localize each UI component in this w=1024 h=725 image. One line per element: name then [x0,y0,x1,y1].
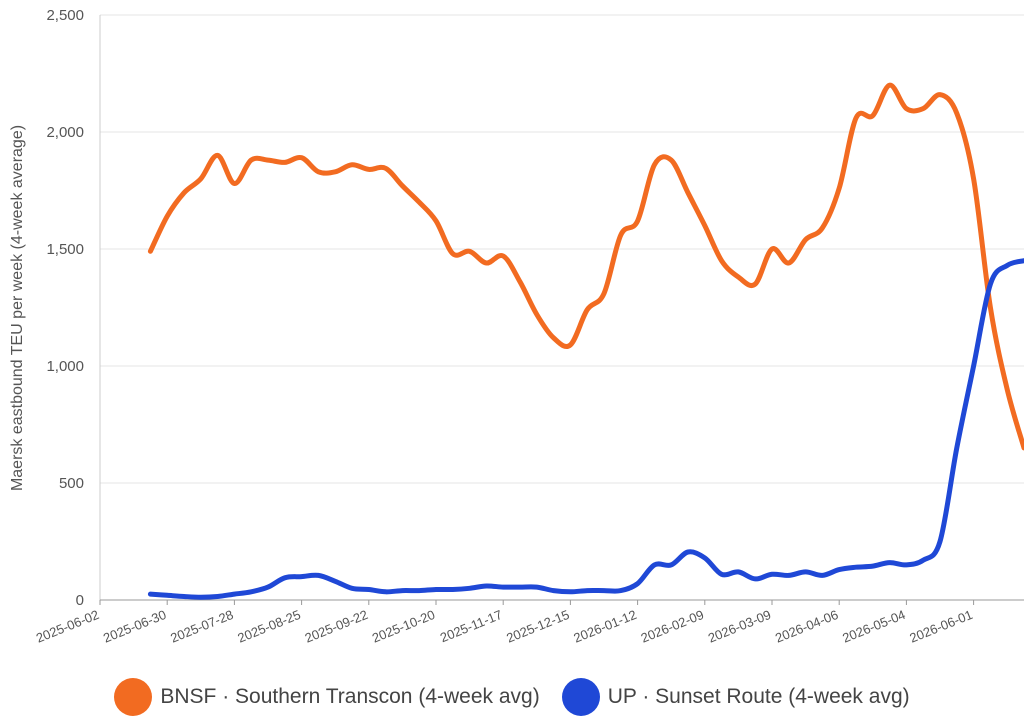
x-tick-labels: 2025-06-02 2025-06-30 2025-07-28 2025-08-25… [34,600,975,646]
x-tick-label: 2026-02-09 [639,607,706,646]
y-tick-label: 500 [59,475,84,492]
x-tick-label: 2025-10-20 [370,607,437,646]
series-line-0 [147,82,1024,451]
legend: BNSF · Southern Transcon (4-week avg) UP… [0,672,1024,722]
legend-item-up[interactable]: UP · Sunset Route (4-week avg) [561,678,910,716]
x-tick-label: 2025-09-22 [303,607,370,646]
x-tick-label: 2025-06-02 [34,607,101,646]
x-tick-label: 2026-01-12 [571,607,638,646]
y-tick-label: 2,500 [46,7,84,24]
x-tick-label: 2026-05-04 [840,607,907,646]
x-tick-label: 2026-03-09 [706,607,773,646]
legend-label-up: UP · Sunset Route (4-week avg) [607,685,910,708]
x-tick-label: 2026-04-06 [773,607,840,646]
y-tick-label: 2,000 [46,124,84,141]
grid-lines [100,14,1024,484]
series-lines [147,82,1024,600]
x-tick-label: 2025-06-30 [101,607,168,646]
y-tick-label: 1,500 [46,241,84,258]
x-tick-label: 2025-12-15 [504,607,571,646]
x-tick-label: 2026-06-01 [907,607,974,646]
x-tick-label: 2025-07-28 [168,607,235,646]
y-axis-label: Maersk eastbound TEU per week (4-week av… [9,125,26,491]
x-tick-label: 2025-08-25 [235,607,302,646]
axes [99,15,1024,601]
legend-label-bnsf: BNSF · Southern Transcon (4-week avg) [160,685,540,708]
legend-item-bnsf[interactable]: BNSF · Southern Transcon (4-week avg) [114,678,540,716]
y-tick-label: 1,000 [46,358,84,375]
legend-swatch-bnsf [114,678,153,716]
legend-swatch-up [561,678,600,716]
y-tick-label: 0 [76,592,84,609]
y-tick-labels: 0 500 1,000 1,500 2,000 2,500 [46,7,84,609]
series-line-1 [147,258,1024,600]
x-tick-label: 2025-11-17 [438,607,504,645]
